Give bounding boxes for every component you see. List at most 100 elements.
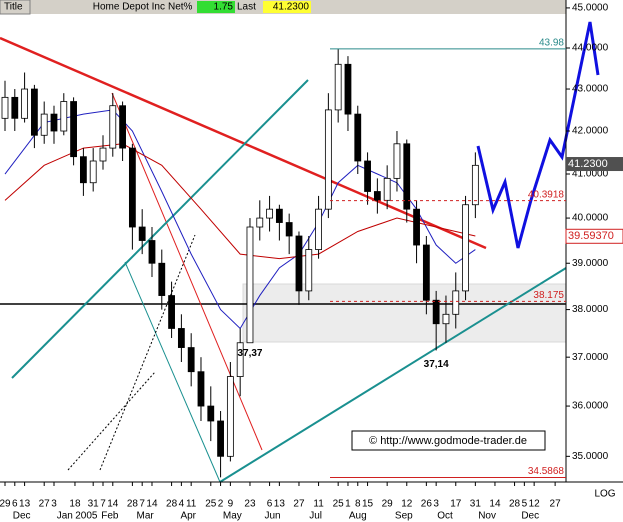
candle-body: [11, 96, 19, 119]
candle-body: [207, 405, 215, 422]
level-label: 43.98: [539, 37, 564, 48]
year-label: 2005: [75, 511, 98, 522]
candle-body: [79, 156, 87, 184]
x-tick-label: 7: [139, 499, 145, 510]
candle-body: [1, 96, 9, 119]
candle-body: [462, 204, 469, 292]
x-tick-label: 28: [127, 499, 139, 510]
x-tick-label: 11: [186, 499, 197, 510]
candle-body: [40, 113, 48, 136]
support-zone: [242, 283, 567, 343]
x-tick-label: 6: [12, 499, 18, 510]
x-tick-label: 23: [244, 499, 256, 510]
x-tick-label: 27: [39, 499, 51, 510]
candle-body: [109, 105, 117, 149]
y-tick-label: 42.0000: [572, 126, 609, 137]
candle-body: [393, 143, 401, 179]
ma-last-box: [565, 228, 623, 244]
candle-body: [246, 226, 254, 344]
net-cell: [197, 1, 235, 13]
x-tick-label: 8: [355, 499, 361, 510]
candle-body: [383, 177, 391, 201]
month-label: Jun: [264, 511, 280, 522]
x-tick-label: 15: [362, 499, 374, 510]
x-tick-label: 18: [69, 499, 81, 510]
candle-body: [305, 249, 313, 292]
y-tick-label: 45.0000: [572, 3, 609, 14]
y-tick-label: 44.0000: [572, 43, 609, 54]
month-label: Jul: [309, 511, 322, 522]
level-label: 34.5868: [528, 466, 565, 477]
x-tick-label: 4: [179, 499, 185, 510]
header-name: Home Depot Inc: [93, 2, 165, 13]
candle-body: [197, 371, 205, 407]
candle-body: [138, 226, 146, 241]
y-tick-label: 35.0000: [572, 451, 609, 462]
month-label: Aug: [349, 511, 367, 522]
candle-body: [471, 164, 479, 206]
x-tick-label: 29: [0, 499, 11, 510]
x-tick-label: 13: [19, 499, 31, 510]
candle-body: [21, 88, 28, 119]
x-tick-label: 12: [529, 499, 541, 510]
y-tick-label: 36.0000: [572, 401, 609, 412]
month-label: Apr: [180, 511, 196, 522]
month-label: Sep: [395, 511, 413, 522]
y-tick-label: 39.0000: [572, 258, 609, 269]
last-cell: [263, 1, 311, 13]
x-tick-label: 29: [382, 499, 394, 510]
header-last-value: 41.2300: [273, 2, 310, 13]
ma-last-label: 39.59370: [568, 230, 614, 242]
x-tick-label: 27: [550, 499, 562, 510]
projection: [476, 21, 600, 249]
candle-body: [187, 347, 195, 373]
candle-body: [413, 208, 420, 246]
candle-body: [226, 376, 234, 457]
candle-body: [452, 290, 460, 315]
candle-body: [256, 217, 264, 228]
month-label: Nov: [478, 511, 496, 522]
y-tick-label: 37.0000: [572, 352, 609, 363]
y-tick-label: 40.0000: [572, 213, 609, 224]
y-tick-label: 43.0000: [572, 84, 609, 95]
x-tick-label: 2: [218, 499, 224, 510]
x-tick-label: 14: [146, 499, 158, 510]
candle-body: [442, 313, 450, 325]
x-tick-label: 5: [522, 499, 528, 510]
candle-body: [285, 222, 293, 237]
x-tick-label: 27: [293, 499, 305, 510]
candle-body: [364, 160, 371, 192]
candle-body: [60, 101, 68, 132]
candle-body: [168, 295, 175, 329]
month-label: Dec: [521, 511, 539, 522]
x-tick-label: 11: [313, 499, 324, 510]
x-tick-label: 31: [470, 499, 482, 510]
x-tick-label: 28: [509, 499, 521, 510]
header-last-label: Last: [237, 2, 256, 13]
x-tick-label: 1: [345, 499, 351, 510]
month-label: Jan: [57, 511, 73, 522]
month-label: Feb: [101, 511, 119, 522]
low-label: 37,14: [424, 359, 449, 370]
title-cell: [0, 0, 31, 15]
x-tick-label: 26: [421, 499, 433, 510]
candle-body: [432, 299, 440, 325]
candle-body: [295, 235, 303, 292]
month-label: May: [223, 511, 242, 522]
trend-line: [67, 371, 156, 471]
candle-body: [422, 244, 430, 301]
trend-line: [11, 79, 309, 379]
candle-body: [275, 208, 283, 223]
month-label: Dec: [13, 511, 31, 522]
x-tick-label: 28: [166, 499, 178, 510]
candle-body: [344, 63, 352, 115]
x-tick-label: 9: [228, 499, 234, 510]
candle-body: [148, 240, 156, 264]
plot: [1, 48, 479, 478]
header-title: Title: [4, 2, 23, 13]
last-box: [566, 157, 623, 172]
candle-body: [324, 109, 332, 210]
low-label: 37,37: [237, 348, 262, 359]
x-tick-label: 12: [401, 499, 413, 510]
